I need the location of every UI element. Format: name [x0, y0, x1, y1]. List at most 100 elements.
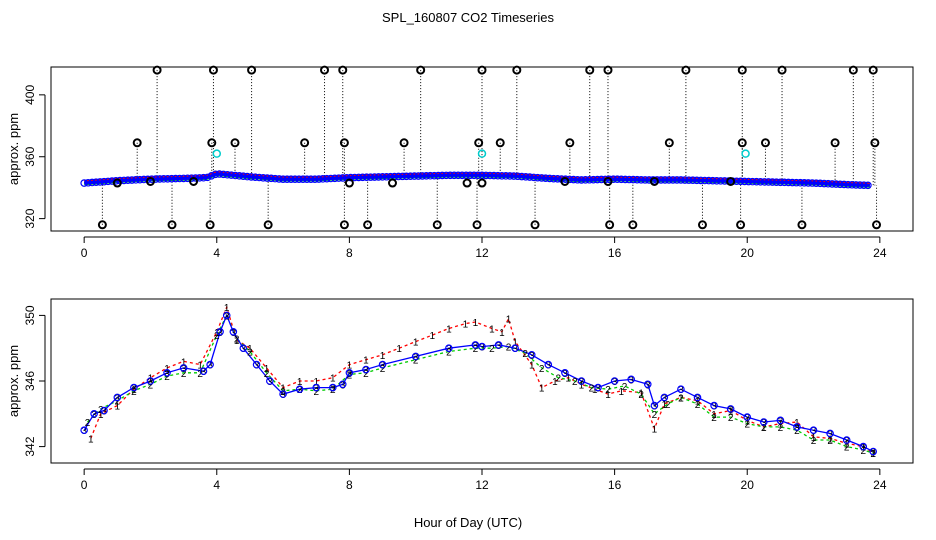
bottom-series-3-point [90, 409, 98, 418]
top-series-3-point [104, 177, 112, 186]
bottom-series3-label: 3 [267, 377, 273, 388]
bottom-series-3-point [859, 442, 868, 451]
bottom-series-3-point [329, 383, 337, 392]
top-series-3-point [744, 177, 753, 186]
bottom-series3-label: 3 [728, 405, 734, 416]
bottom-series1-label: 1 [579, 380, 585, 391]
bottom-series3-label: 3 [254, 361, 260, 372]
bottom-series-3-point [726, 405, 735, 413]
top-series-3-point [812, 179, 820, 187]
bottom-series3-label: 3 [330, 384, 336, 395]
top-series-3-point [589, 175, 598, 184]
top-series-3-point [502, 172, 510, 180]
outlier-marker [737, 138, 747, 148]
bottom-series-3-point [842, 436, 851, 444]
top-series-3-point [816, 179, 824, 188]
top-series-3-point [697, 176, 705, 185]
bottom-series-3-point [643, 380, 652, 389]
bottom-series-3-point [594, 383, 602, 392]
bottom-series-3-point [130, 383, 138, 392]
bottom-x-tick-label: 16 [608, 478, 622, 492]
outlier-marker [868, 65, 878, 75]
bottom-series-3-point [577, 377, 586, 385]
bottom-series-3-point [345, 368, 354, 377]
outlier-marker [697, 220, 707, 230]
bottom-series3-label: 3 [340, 380, 346, 391]
bottom-series3-label: 3 [91, 410, 97, 421]
bottom-x-tick-label: 0 [81, 478, 88, 492]
outlier-marker [585, 65, 595, 75]
bottom-series2-label: 2 [728, 413, 734, 424]
bottom-series1-label: 1 [181, 357, 187, 368]
top-series-3-point [645, 176, 653, 184]
top-series-3-point [303, 175, 311, 183]
bottom-series3-label: 3 [579, 377, 585, 388]
bottom-series2-label: 2 [280, 387, 286, 398]
bottom-series3-label: 3 [811, 426, 817, 437]
bottom-series3-label: 3 [446, 344, 452, 355]
top-series-3-point [394, 172, 403, 181]
outlier-marker [399, 138, 409, 148]
bottom-series1-label: 1 [197, 361, 203, 372]
bottom-series3-label: 3 [546, 361, 552, 372]
top-series-3-point [665, 176, 673, 184]
bottom-series3-label: 3 [363, 366, 369, 377]
top-series-3-point [374, 173, 383, 181]
top-series-3-point [430, 171, 439, 180]
outlier-marker [230, 138, 240, 148]
top-series-3-point [442, 171, 450, 180]
top-series-3-point [673, 176, 681, 184]
top-series-3-point [840, 180, 848, 189]
outlier-marker [338, 65, 348, 75]
bottom-series1-label: 1 [247, 344, 253, 355]
outlier-marker [132, 138, 142, 148]
top-series-3-point [514, 172, 522, 181]
bottom-series2-label: 2 [380, 364, 386, 375]
bottom-series1-label: 1 [88, 434, 94, 445]
top-series-3-point [259, 173, 267, 182]
top-series-3-point [685, 176, 693, 184]
outlier-marker [603, 65, 613, 75]
top-series-3-point [354, 173, 363, 182]
bottom-series-3-point [610, 377, 619, 385]
outlier-marker [339, 138, 349, 148]
bottom-series3-label: 3 [280, 390, 286, 401]
outlier-marker [477, 178, 487, 188]
bottom-series1-label: 1 [761, 423, 767, 434]
outlier-marker [339, 220, 349, 230]
outlier-marker [477, 65, 487, 75]
bottom-series-3-point [693, 393, 702, 402]
bottom-series-3-point [869, 447, 878, 456]
top-series-3-point [740, 177, 749, 186]
bottom-series-3-point [627, 375, 635, 384]
top-series-3-point [573, 175, 582, 184]
outlier-marker [848, 65, 858, 75]
top-series-3-point [633, 175, 641, 184]
top-y-axis-label: approx. ppm [6, 113, 21, 185]
outlier-marker [472, 220, 482, 230]
top-series-3-point [330, 174, 339, 183]
bottom-series2-label: 2 [234, 334, 240, 345]
bottom-series3-label: 3 [347, 369, 353, 380]
bottom-series-3-point [511, 344, 519, 353]
bottom-series2-label: 2 [695, 400, 701, 411]
bottom-series2-label: 2 [761, 423, 767, 434]
top-series-3-point [231, 171, 240, 180]
top-series-3-point [239, 172, 248, 181]
top-series-3-point [346, 173, 355, 182]
outlier-marker [512, 65, 522, 75]
outlier-marker [870, 138, 880, 148]
bottom-series-3-point [222, 311, 231, 320]
outlier-marker [560, 176, 570, 186]
bottom-series-3-point [163, 368, 171, 377]
top-series-3-point [422, 172, 431, 180]
cyan-marker [212, 149, 222, 158]
bottom-series2-label: 2 [652, 410, 658, 421]
bottom-series-3-point [239, 344, 248, 353]
bottom-series1-label: 1 [618, 387, 624, 398]
outlier-marker [208, 65, 218, 75]
bottom-series1-label: 1 [280, 384, 286, 395]
top-series-3-point [315, 175, 323, 183]
